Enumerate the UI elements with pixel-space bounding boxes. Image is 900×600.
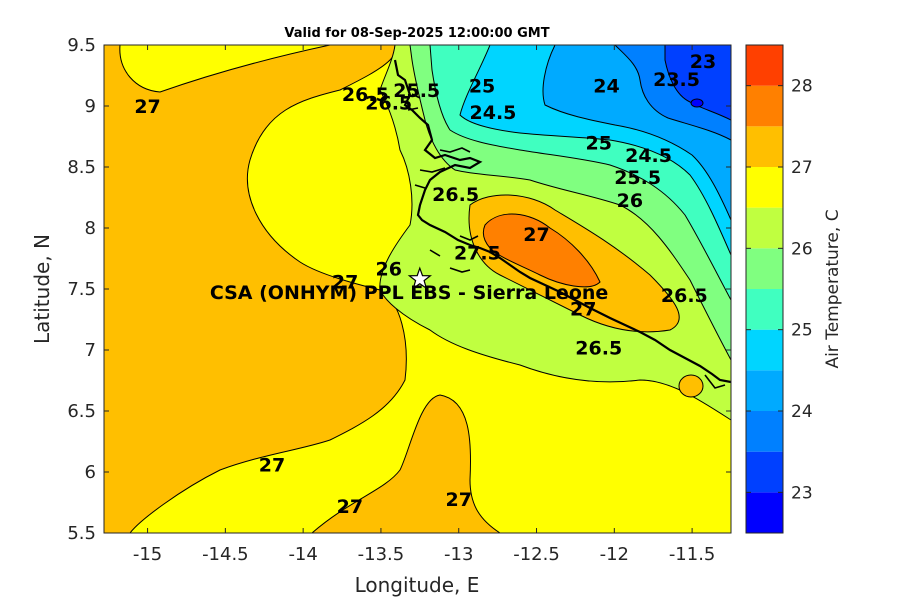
colorbar-segment xyxy=(746,45,783,86)
colorbar-tick-label: 28 xyxy=(791,77,813,97)
contour-label: 26.5 xyxy=(342,84,389,106)
contour-label: 24 xyxy=(593,75,619,97)
y-tick-label: 7.5 xyxy=(67,279,96,300)
colorbar-label: Air Temperature, C xyxy=(823,209,843,368)
y-axis-ticks: 5.5 6 6.5 7 7.5 8 8.5 9 9.5 xyxy=(67,35,731,544)
y-tick-label: 9 xyxy=(85,96,96,117)
x-axis-label: Longitude, E xyxy=(355,573,480,597)
colorbar-segment xyxy=(746,126,783,167)
x-axis-ticks: -15 -14.5 -14 -13.5 -13 -12.5 -12 -11.5 xyxy=(133,45,716,565)
contour-label: 27 xyxy=(446,489,472,511)
y-axis-label: Latitude, N xyxy=(30,234,54,344)
colorbar-segment xyxy=(746,411,783,452)
colorbar-segment xyxy=(746,85,783,127)
coastline xyxy=(393,59,731,384)
contour-fill-23 xyxy=(664,45,731,121)
colorbar-frame xyxy=(745,44,784,534)
contour-label: 25.5 xyxy=(614,167,661,189)
colorbar-segment xyxy=(746,289,783,330)
x-tick-label: -12.5 xyxy=(513,544,560,565)
contour-label: 26.5 xyxy=(432,184,479,206)
contour-label: 27.5 xyxy=(454,242,501,264)
contour-label: 25 xyxy=(586,133,612,155)
contour-label: 24.5 xyxy=(625,145,672,167)
colorbar-tick-label: 25 xyxy=(791,321,813,341)
y-tick-label: 7 xyxy=(85,340,96,361)
map-panel[interactable] xyxy=(104,45,731,533)
contour-label: 26.5 xyxy=(365,92,412,114)
colorbar-tick-label: 23 xyxy=(791,483,813,503)
x-tick-label: -14.5 xyxy=(202,544,249,565)
site-marker[interactable]: CSA (ONHYM) PPL EBS - Sierra Leone xyxy=(210,266,608,304)
y-tick-label: 5.5 xyxy=(67,523,96,544)
contour-label: 26 xyxy=(617,190,643,212)
colorbar-tick-label: 26 xyxy=(791,239,813,259)
colorbar-segment xyxy=(746,492,783,533)
colorbar xyxy=(746,45,783,533)
contour-label: 26.5 xyxy=(661,285,708,307)
y-tick-label: 9.5 xyxy=(67,35,96,56)
star-icon[interactable] xyxy=(407,266,432,290)
contour-label: 27 xyxy=(337,496,363,518)
contour-label: 23 xyxy=(690,51,716,73)
contour-label: 26.5 xyxy=(575,338,622,360)
x-tick-label: -13.5 xyxy=(358,544,405,565)
contour-label: 26 xyxy=(375,258,401,280)
x-tick-label: -14 xyxy=(288,544,317,565)
map-title: Valid for 08-Sep-2025 12:00:00 GMT xyxy=(284,26,549,41)
x-tick-label: -12 xyxy=(600,544,629,565)
contour-fill-27-blob xyxy=(678,374,704,398)
colorbar-segment xyxy=(746,248,783,289)
contour-fill-27-5 xyxy=(482,213,601,288)
colorbar-segment xyxy=(746,167,783,208)
colorbar-ticks: 23 24 25 26 27 28 xyxy=(746,77,813,503)
y-tick-label: 8 xyxy=(85,218,96,239)
colorbar-segment xyxy=(746,451,783,493)
x-tick-label: -13 xyxy=(444,544,473,565)
colorbar-tick-label: 27 xyxy=(791,158,813,178)
contour-label: 27 xyxy=(570,299,596,321)
x-tick-label: -15 xyxy=(133,544,162,565)
contour-label: 23.5 xyxy=(653,69,700,91)
contour-label: 25.5 xyxy=(393,80,440,102)
colorbar-tick-label: 24 xyxy=(791,402,813,422)
contour-label: 27 xyxy=(134,96,160,118)
contour-label: 27 xyxy=(259,455,285,477)
y-tick-label: 8.5 xyxy=(67,157,96,178)
site-label: CSA (ONHYM) PPL EBS - Sierra Leone xyxy=(210,282,608,304)
y-tick-label: 6.5 xyxy=(67,401,96,422)
colorbar-segment xyxy=(746,370,783,411)
colorbar-segment xyxy=(746,207,783,249)
colorbar-segment xyxy=(746,329,783,371)
contour-label: 27 xyxy=(523,224,549,246)
y-tick-label: 6 xyxy=(85,462,96,483)
x-tick-label: -11.5 xyxy=(669,544,716,565)
contour-label: 24.5 xyxy=(470,102,517,124)
contour-label: 27 xyxy=(332,272,358,294)
contour-label: 25 xyxy=(469,75,495,97)
contour-fill-cold-core xyxy=(690,98,704,108)
coastline-islands xyxy=(407,93,726,389)
